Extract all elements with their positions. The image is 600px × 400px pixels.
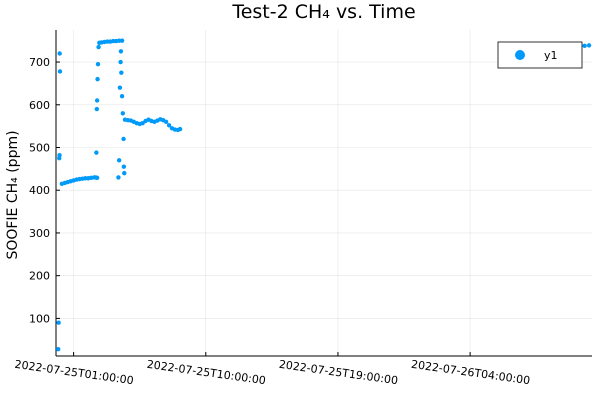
data-point xyxy=(163,119,169,125)
data-points xyxy=(56,38,592,352)
data-point xyxy=(119,70,124,75)
data-point xyxy=(57,152,62,158)
y-tick-label: 100 xyxy=(29,312,50,325)
axes: 100 200 300 400 500 600 700 2022-07-25T01:00:00… xyxy=(14,30,592,387)
data-point xyxy=(96,44,101,50)
data-point xyxy=(120,111,126,116)
data-point xyxy=(122,170,127,176)
grid-lines xyxy=(56,30,592,356)
y-tick-label: 500 xyxy=(29,141,50,154)
y-tick-label: 200 xyxy=(29,270,50,283)
data-point xyxy=(121,136,126,142)
x-tick-label: 2022-07-25T19:00:00 xyxy=(278,358,399,388)
data-point xyxy=(95,61,101,67)
data-point xyxy=(56,320,61,325)
legend-marker xyxy=(515,50,525,60)
chart-title: Test-2 CH₄ vs. Time xyxy=(231,1,415,23)
data-point xyxy=(57,69,63,74)
data-point xyxy=(119,38,125,43)
y-axis-title: SOOFIE CH₄ (ppm) xyxy=(5,130,21,259)
legend-label: y1 xyxy=(544,49,558,62)
data-point xyxy=(582,43,587,49)
y-tick-label: 300 xyxy=(29,227,50,240)
data-point xyxy=(116,175,121,180)
data-point xyxy=(94,106,100,112)
data-point xyxy=(121,164,127,169)
x-tick-label: 2022-07-26T04:00:00 xyxy=(410,358,531,388)
data-point xyxy=(56,346,61,352)
data-point xyxy=(118,59,123,65)
legend: y1 xyxy=(497,41,583,69)
data-point xyxy=(119,94,125,99)
data-point xyxy=(177,126,183,132)
y-tick-label: 700 xyxy=(29,56,50,69)
data-point xyxy=(166,123,172,128)
x-tick-label: 2022-07-25T01:00:00 xyxy=(14,358,135,388)
data-point xyxy=(586,43,592,48)
data-point xyxy=(95,76,100,82)
data-point xyxy=(118,49,124,54)
legend-box xyxy=(497,41,583,69)
data-point xyxy=(57,51,62,56)
y-tick-label: 600 xyxy=(29,99,50,112)
data-point xyxy=(117,85,123,90)
data-point xyxy=(94,150,99,155)
y-tick-label: 400 xyxy=(29,184,50,197)
x-tick-label: 2022-07-25T10:00:00 xyxy=(146,358,267,388)
data-point xyxy=(94,175,100,181)
data-point xyxy=(94,98,100,103)
data-point xyxy=(116,158,122,163)
